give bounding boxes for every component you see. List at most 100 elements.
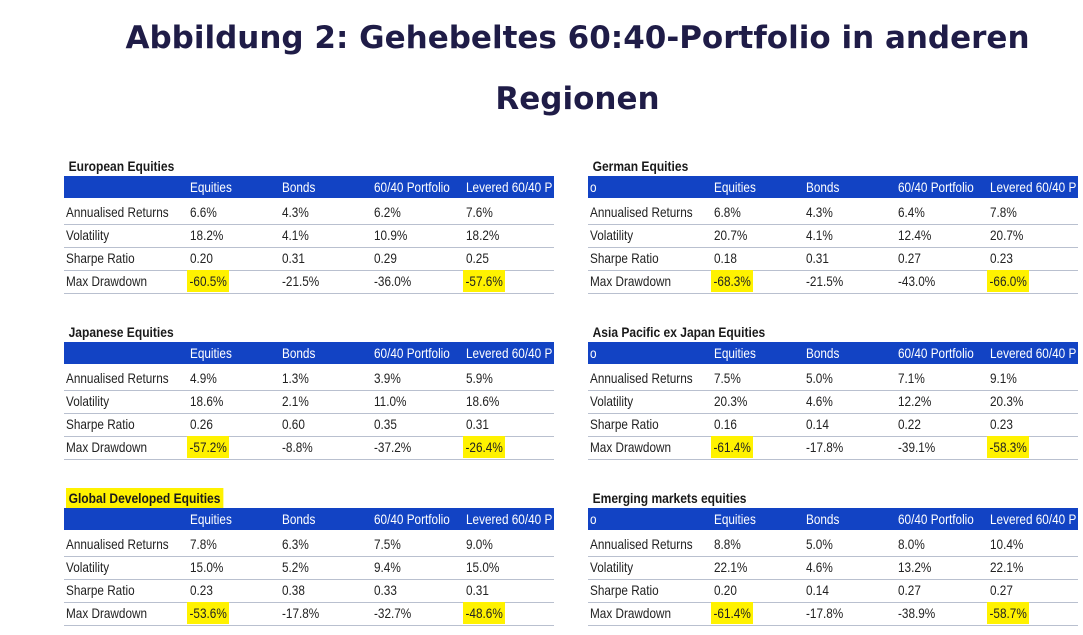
row-label: Annualised Returns (590, 370, 693, 386)
value-cell: -8.8% (282, 439, 313, 455)
value-cell: 4.6% (806, 393, 833, 409)
table-header-row: o Equities Bonds 60/40 Portfolio Levered 60/… (588, 342, 1078, 364)
value-cell: 0.14 (806, 416, 829, 432)
column-header: Levered 60/40 P (466, 345, 553, 361)
value-cell: 5.0% (806, 536, 833, 552)
table-row: Volatility 20.3% 4.6% 12.2% 20.3% (588, 390, 1078, 414)
table-title: German Equities (592, 158, 689, 174)
value-cell: 8.0% (898, 536, 925, 552)
value-cell: 4.3% (282, 204, 309, 220)
highlighted-value: -68.3% (711, 270, 754, 292)
table-row: Max Drawdown -61.4% -17.8% -39.1% -58.3% (588, 436, 1078, 460)
value-cell: 7.5% (374, 536, 401, 552)
table-title: Emerging markets equities (592, 490, 747, 506)
value-cell: 11.0% (374, 393, 407, 409)
value-cell: 0.31 (466, 416, 489, 432)
row-label: Volatility (66, 227, 110, 243)
value-cell: 15.0% (190, 559, 224, 575)
value-cell: 5.9% (466, 370, 493, 386)
table-row: Annualised Returns 6.8% 4.3% 6.4% 7.8% (588, 201, 1078, 225)
row-label: Sharpe Ratio (66, 582, 135, 598)
value-cell: 6.8% (714, 204, 741, 220)
value-cell: 0.16 (714, 416, 737, 432)
table-title: European Equities (68, 158, 175, 174)
row-label: Sharpe Ratio (590, 416, 659, 432)
value-cell: 8.8% (714, 536, 741, 552)
value-cell: 0.23 (990, 250, 1013, 266)
value-cell: 0.33 (374, 582, 397, 598)
page-title: Abbildung 2: Gehebeltes 60:40-Portfolio … (0, 8, 1083, 130)
table-header-row: Equities Bonds 60/40 Portfolio Levered 60/4… (64, 508, 554, 530)
value-cell: 4.3% (806, 204, 833, 220)
value-cell: -21.5% (282, 273, 320, 289)
table-title: Japanese Equities (68, 324, 174, 340)
value-cell: 0.27 (898, 250, 921, 266)
value-cell: 0.29 (374, 250, 397, 266)
value-cell: 13.2% (898, 559, 932, 575)
row-label: Max Drawdown (590, 605, 672, 621)
value-cell: -21.5% (806, 273, 844, 289)
highlighted-value: -61.4% (711, 436, 754, 458)
row-label: Sharpe Ratio (590, 582, 659, 598)
value-cell: -32.7% (374, 605, 412, 621)
value-cell: 15.0% (466, 559, 500, 575)
value-cell: 0.22 (898, 416, 921, 432)
table-row: Sharpe Ratio 0.23 0.38 0.33 0.31 (64, 579, 554, 603)
value-cell: 1.3% (282, 370, 309, 386)
value-cell: -38.9% (898, 605, 936, 621)
value-cell: 20.3% (714, 393, 748, 409)
table-row: Annualised Returns 7.5% 5.0% 7.1% 9.1% (588, 367, 1078, 391)
highlighted-value: -58.3% (987, 436, 1030, 458)
stats-table: German Equities o Equities Bonds 60/40 Portf… (588, 156, 1078, 296)
value-cell: -17.8% (806, 605, 844, 621)
value-cell: 4.9% (190, 370, 217, 386)
table-row: Annualised Returns 8.8% 5.0% 8.0% 10.4% (588, 533, 1078, 557)
value-cell: 4.1% (282, 227, 309, 243)
column-header: Equities (190, 511, 232, 527)
row-label: Volatility (590, 559, 634, 575)
value-cell: 18.2% (466, 227, 500, 243)
table-row: Annualised Returns 7.8% 6.3% 7.5% 9.0% (64, 533, 554, 557)
value-cell: -37.2% (374, 439, 412, 455)
highlighted-value: -26.4% (463, 436, 506, 458)
value-cell: 10.4% (990, 536, 1024, 552)
row-label: Max Drawdown (66, 439, 148, 455)
row-label: Annualised Returns (66, 370, 169, 386)
value-cell: 2.1% (282, 393, 309, 409)
table-row: Max Drawdown -53.6% -17.8% -32.7% -48.6% (64, 602, 554, 626)
stats-table: Japanese Equities Equities Bonds 60/40 Port… (64, 322, 554, 462)
value-cell: -36.0% (374, 273, 412, 289)
value-cell: -43.0% (898, 273, 936, 289)
row-label: Max Drawdown (590, 439, 672, 455)
table-row: Volatility 15.0% 5.2% 9.4% 15.0% (64, 556, 554, 580)
value-cell: 4.6% (806, 559, 833, 575)
value-cell: 0.27 (990, 582, 1013, 598)
value-cell: 20.7% (990, 227, 1024, 243)
value-cell: 12.2% (898, 393, 932, 409)
highlighted-value: -60.5% (187, 270, 230, 292)
table-header-row: Equities Bonds 60/40 Portfolio Levered 60/4… (64, 176, 554, 198)
stats-table: Asia Pacific ex Japan Equities o Equities B… (588, 322, 1078, 462)
value-cell: -39.1% (898, 439, 936, 455)
table-header-row: o Equities Bonds 60/40 Portfolio Levered 60/… (588, 176, 1078, 198)
value-cell: 0.35 (374, 416, 397, 432)
stats-table: Emerging markets equities o Equities Bonds 6… (588, 488, 1078, 628)
table-row: Annualised Returns 6.6% 4.3% 6.2% 7.6% (64, 201, 554, 225)
table-title: Global Developed Equities (66, 488, 224, 508)
column-header: Bonds (806, 345, 840, 361)
table-row: Max Drawdown -57.2% -8.8% -37.2% -26.4% (64, 436, 554, 460)
value-cell: 0.27 (898, 582, 921, 598)
value-cell: 6.3% (282, 536, 309, 552)
row-label: Annualised Returns (66, 204, 169, 220)
value-cell: 0.25 (466, 250, 489, 266)
table-header-row: o Equities Bonds 60/40 Portfolio Levered 60/… (588, 508, 1078, 530)
table-row: Max Drawdown -68.3% -21.5% -43.0% -66.0% (588, 270, 1078, 294)
value-cell: 12.4% (898, 227, 932, 243)
value-cell: 0.31 (806, 250, 829, 266)
column-header: Equities (714, 345, 756, 361)
value-cell: 3.9% (374, 370, 401, 386)
table-row: Volatility 18.2% 4.1% 10.9% 18.2% (64, 224, 554, 248)
value-cell: 6.2% (374, 204, 401, 220)
value-cell: 6.6% (190, 204, 217, 220)
row-label: Max Drawdown (66, 605, 148, 621)
